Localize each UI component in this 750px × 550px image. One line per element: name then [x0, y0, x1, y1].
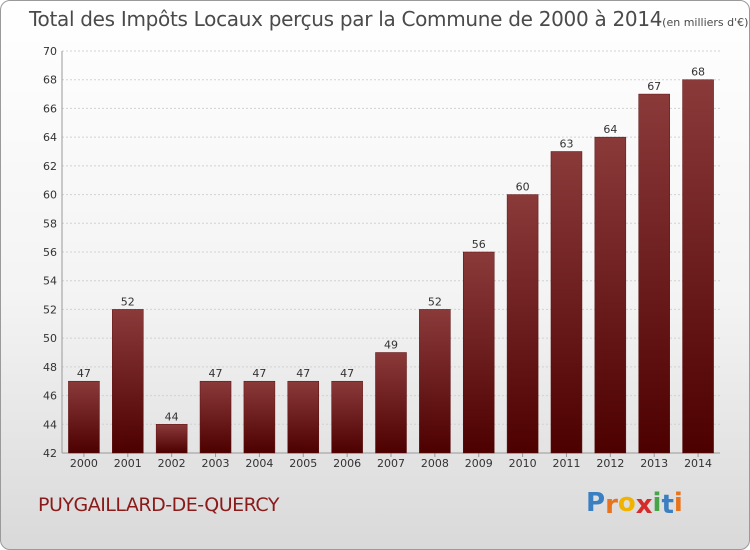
value-label: 52	[428, 295, 442, 308]
x-tick-label: 2014	[684, 457, 712, 470]
logo-letter: t	[661, 490, 674, 520]
value-label: 63	[559, 138, 573, 151]
value-label: 64	[603, 123, 617, 136]
x-tick-label: 2004	[245, 457, 273, 470]
y-tick-label: 70	[43, 45, 57, 58]
logo-letter: i	[673, 488, 683, 518]
bar	[375, 352, 407, 454]
value-label: 47	[77, 367, 91, 380]
bar	[199, 380, 232, 454]
y-tick-label: 46	[43, 390, 57, 403]
y-tick-label: 60	[43, 189, 57, 202]
bar	[287, 380, 320, 454]
value-label: 47	[252, 367, 266, 380]
chart-unit: (en milliers d'€)	[662, 16, 749, 29]
y-tick-label: 62	[43, 160, 57, 173]
bar	[682, 79, 714, 454]
y-tick-label: 58	[43, 217, 57, 230]
chart-title-text: Total des Impôts Locaux perçus par la Co…	[29, 7, 663, 31]
proxiti-logo: Proxiti	[586, 488, 683, 520]
bar	[550, 151, 583, 454]
x-tick-label: 2006	[333, 457, 361, 470]
x-tick-label: 2001	[114, 457, 142, 470]
value-label: 49	[384, 339, 398, 352]
value-label: 68	[691, 66, 705, 79]
commune-name: PUYGAILLARD-DE-QUERCY	[38, 494, 279, 516]
x-tick-label: 2010	[509, 457, 537, 470]
y-tick-label: 44	[43, 418, 57, 431]
y-tick-label: 64	[43, 131, 57, 144]
x-tick-label: 2013	[640, 457, 668, 470]
y-tick-label: 66	[43, 102, 57, 115]
y-tick-label: 42	[43, 447, 57, 460]
chart-title: Total des Impôts Locaux perçus par la Co…	[29, 7, 748, 31]
y-tick-label: 68	[43, 74, 57, 87]
bar	[419, 309, 451, 454]
bar	[243, 380, 276, 454]
y-tick-label: 48	[43, 361, 57, 374]
logo-letter: o	[617, 488, 636, 518]
value-label: 67	[647, 80, 661, 93]
x-tick-label: 2008	[421, 457, 449, 470]
logo-letter: x	[635, 490, 653, 520]
x-tick-label: 2012	[596, 457, 624, 470]
value-label: 47	[340, 367, 354, 380]
value-label: 47	[296, 367, 310, 380]
value-label: 47	[209, 367, 223, 380]
x-tick-label: 2000	[70, 457, 98, 470]
x-tick-label: 2009	[465, 457, 493, 470]
bar	[638, 93, 670, 454]
value-label: 52	[121, 295, 135, 308]
x-tick-label: 2011	[552, 457, 580, 470]
x-tick-labels: 2000 2001 2002 2003 2004 2005 2006 2007 2008 2009…	[70, 457, 712, 470]
bars	[68, 79, 714, 454]
y-tick-label: 54	[43, 275, 57, 288]
x-tick-label: 2003	[202, 457, 230, 470]
bar	[155, 424, 188, 454]
logo-letter: r	[605, 490, 618, 520]
bar	[112, 309, 144, 454]
bar	[331, 380, 363, 454]
value-label: 44	[165, 410, 179, 423]
bar	[506, 194, 539, 454]
y-tick-label: 52	[43, 303, 57, 316]
logo-letter: i	[652, 488, 662, 518]
x-tick-label: 2005	[289, 457, 317, 470]
value-labels: 47 52 44 47 47 47 47 49 52 56 60 63 64 67 68	[77, 66, 705, 424]
value-label: 60	[516, 181, 530, 194]
y-tick-label: 56	[43, 246, 57, 259]
bar	[462, 251, 495, 454]
bar	[594, 136, 627, 454]
bar	[68, 380, 100, 454]
x-tick-label: 2002	[158, 457, 186, 470]
value-label: 56	[472, 238, 486, 251]
x-tick-label: 2007	[377, 457, 405, 470]
y-tick-labels: 42 44 46 48 50 52 54 56 58 60 62 64 66 68 70	[43, 45, 57, 460]
y-tick-label: 50	[43, 332, 57, 345]
logo-letter: P	[586, 488, 606, 518]
